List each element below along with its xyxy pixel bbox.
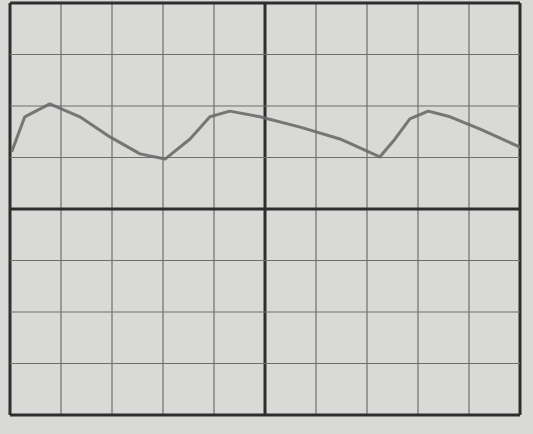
trace-group (12, 104, 520, 159)
grid-line-y (10, 105, 520, 106)
paper (0, 0, 533, 434)
grid-line-y (10, 363, 520, 364)
grid-line-y (10, 2, 520, 5)
grid-line-y (10, 311, 520, 312)
grid-line-y (10, 208, 520, 211)
waveform (12, 104, 520, 159)
chart (0, 0, 533, 434)
grid-line-y (10, 157, 520, 158)
grid (10, 3, 520, 415)
grid-line-y (10, 54, 520, 55)
grid-line-y (10, 414, 520, 417)
grid-line-y (10, 260, 520, 261)
